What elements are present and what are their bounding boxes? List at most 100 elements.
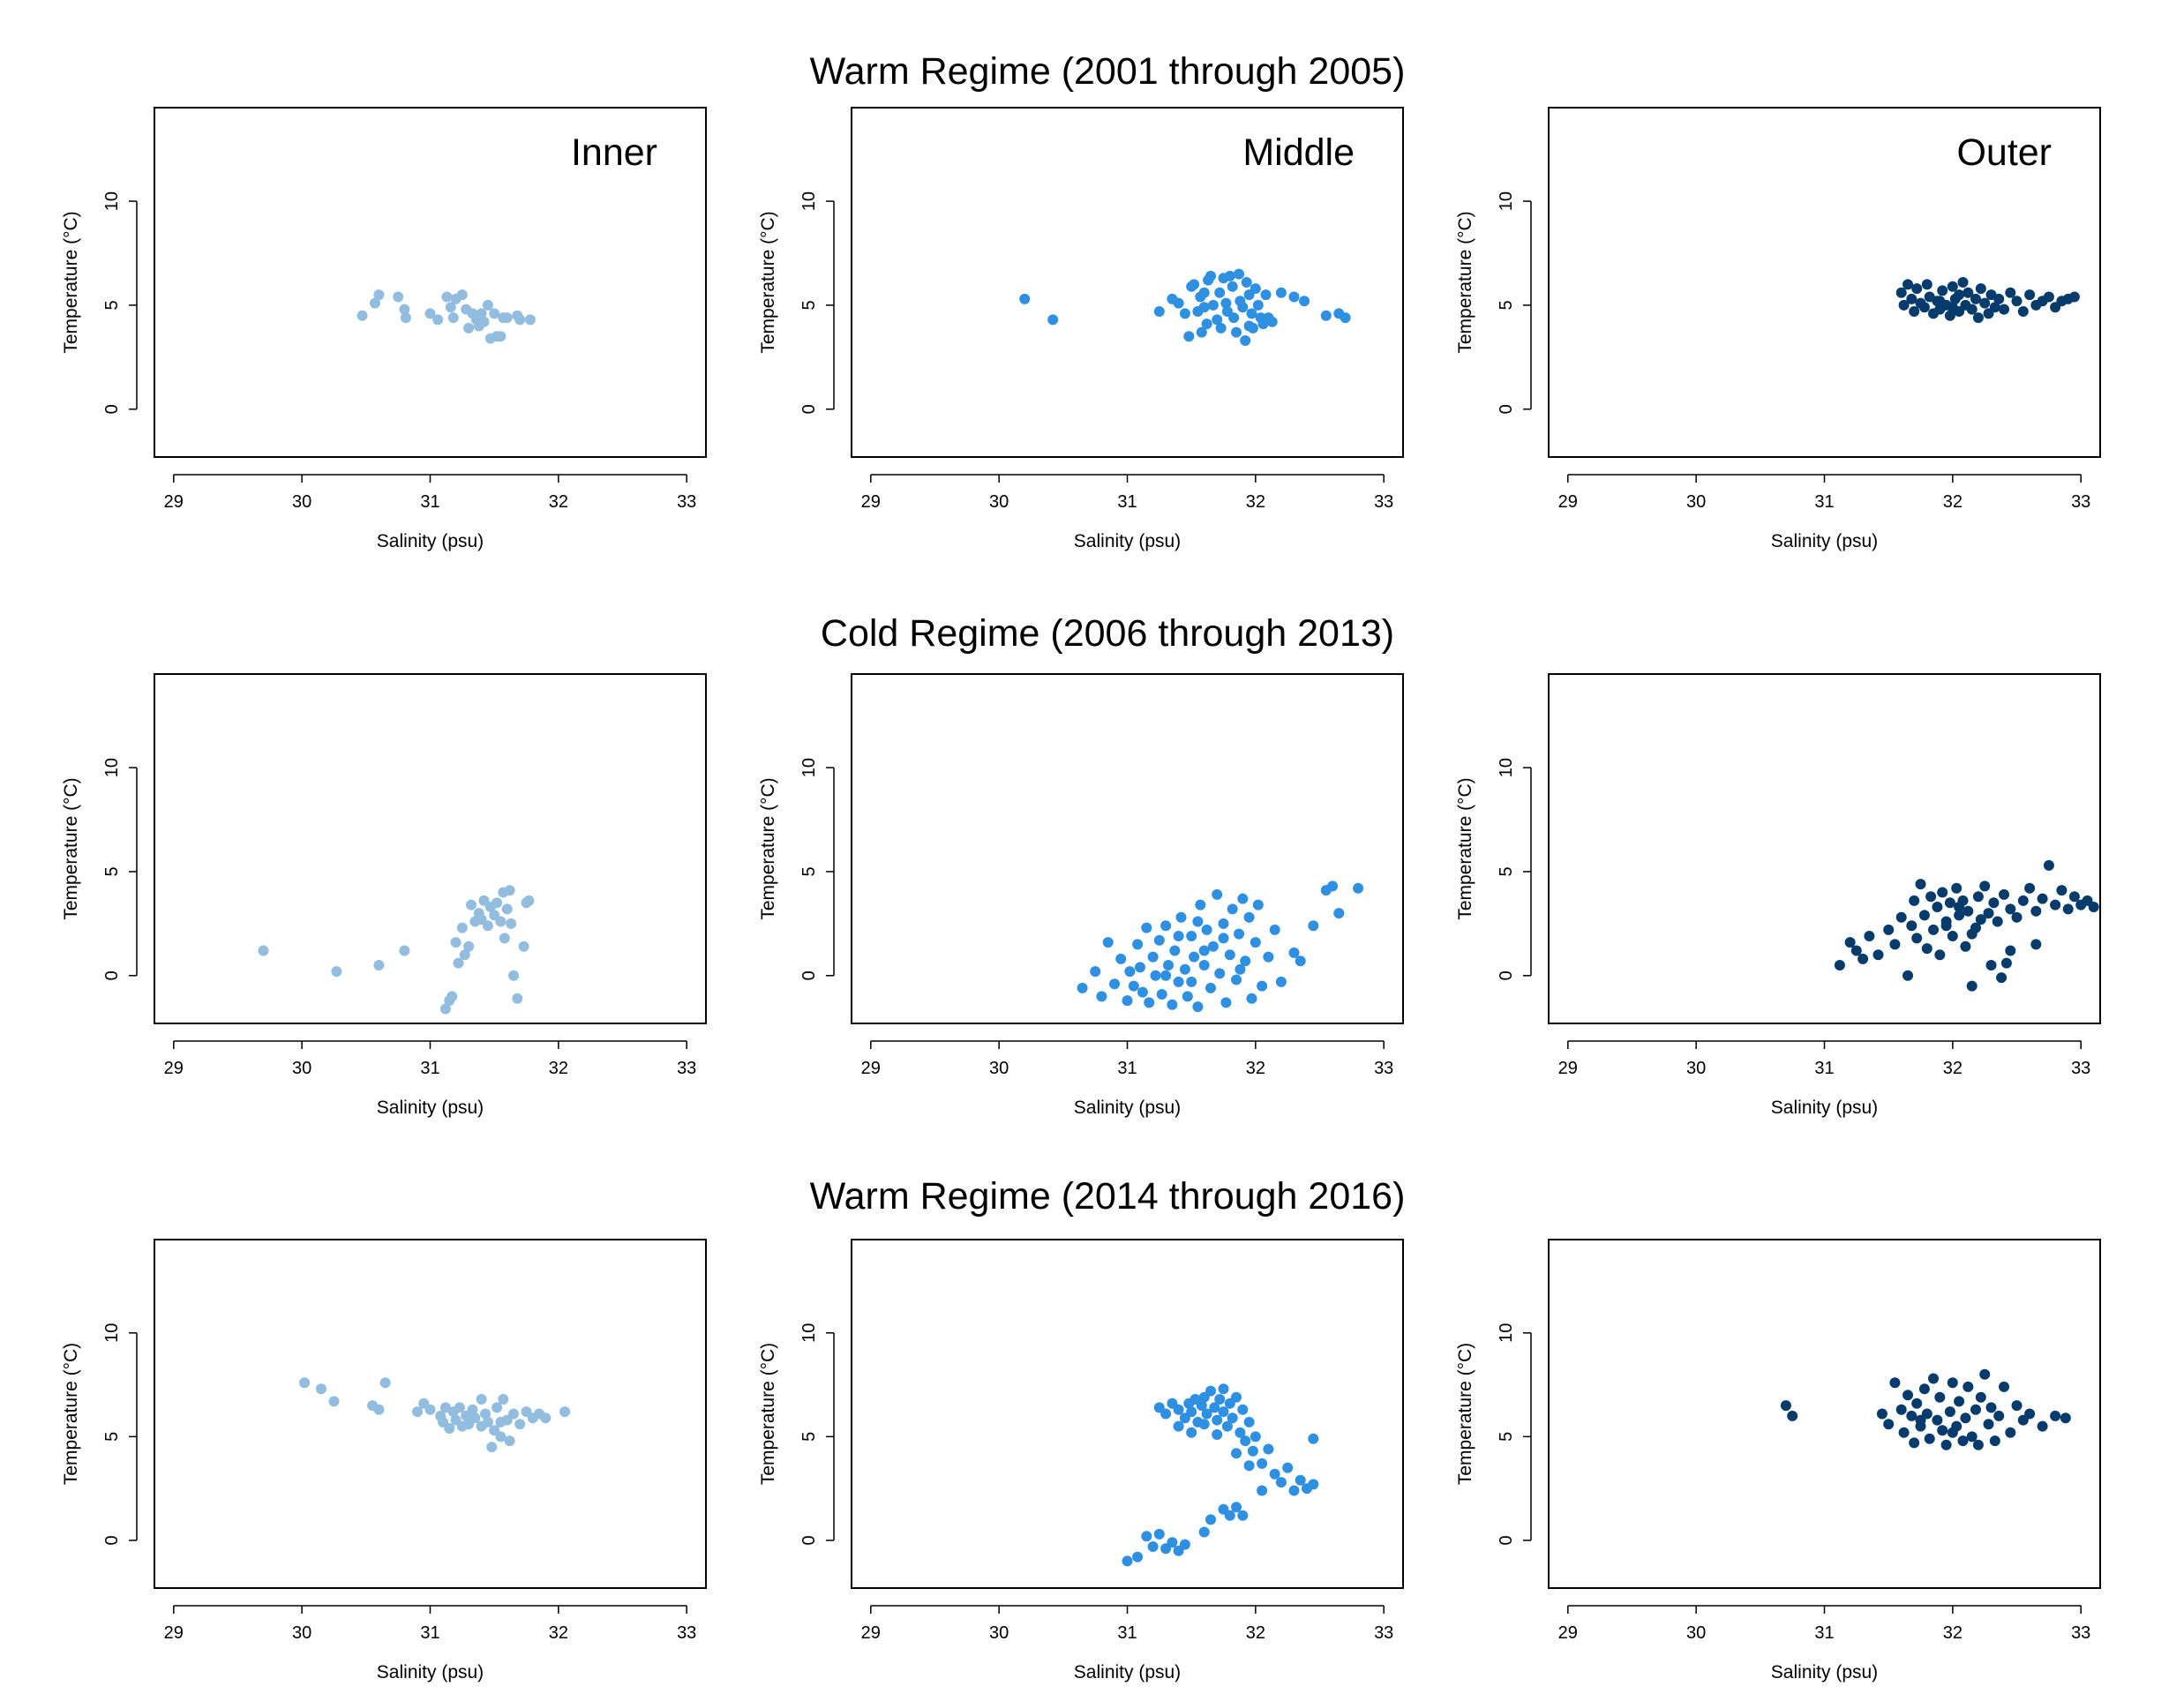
data-point	[1198, 960, 1210, 970]
data-point	[1333, 908, 1345, 919]
data-point	[1999, 888, 2009, 900]
data-point	[1240, 335, 1251, 346]
data-point	[508, 1408, 519, 1420]
data-point	[1979, 880, 1991, 892]
data-point	[1966, 980, 1978, 992]
data-point	[1834, 960, 1845, 970]
x-tick-label: 32	[1246, 1623, 1265, 1643]
data-point	[379, 1377, 391, 1389]
plot-frame	[154, 673, 707, 1024]
x-tick-label: 32	[1246, 492, 1265, 512]
y-axis-label: Temperature (°C)	[1455, 211, 1475, 353]
y-axis-label: Temperature (°C)	[758, 1343, 778, 1485]
data-point	[1237, 1404, 1249, 1415]
data-point	[2005, 945, 2016, 956]
data-point	[1243, 1460, 1255, 1472]
data-point	[1993, 293, 2005, 304]
plot-frame	[1548, 673, 2101, 1024]
data-point	[1960, 1413, 1971, 1424]
data-point	[1234, 928, 1244, 940]
data-point	[1895, 287, 1907, 298]
x-tick-label: 33	[677, 1623, 696, 1643]
data-point	[1182, 991, 1193, 1002]
y-axis-label: Temperature (°C)	[61, 777, 81, 919]
data-point	[1937, 285, 1948, 296]
y-axis-label: Temperature (°C)	[61, 211, 81, 353]
data-point	[1077, 982, 1088, 993]
data-point	[2011, 911, 2023, 923]
data-point	[1173, 1404, 1184, 1415]
data-point	[476, 1420, 487, 1432]
y-tick-label: 5	[102, 1432, 122, 1442]
x-tick-label: 30	[1686, 1623, 1706, 1643]
plot-frame	[154, 1239, 707, 1589]
data-point	[1247, 1445, 1258, 1457]
data-point	[1906, 293, 1918, 304]
data-point	[1269, 1468, 1280, 1480]
data-point	[1218, 918, 1229, 929]
data-point	[1198, 1526, 1210, 1538]
x-axis-label: Salinity (psu)	[1074, 1098, 1181, 1118]
data-point	[1983, 908, 1994, 919]
data-point	[1989, 1435, 2000, 1447]
data-point	[1889, 939, 1901, 950]
y-tick-label: 10	[1497, 758, 1516, 777]
scatter-panel-1-3: 29 30 31 32 33 Salinity (psu) 0 5 10 Temperature …	[1455, 107, 2101, 551]
data-point	[1175, 911, 1187, 923]
plot-frame	[851, 1239, 1404, 1589]
x-axis-label: Salinity (psu)	[1771, 531, 1878, 551]
data-point	[400, 312, 411, 324]
data-point	[1787, 1410, 1798, 1421]
data-point	[1257, 1485, 1268, 1496]
y-tick-label: 5	[799, 1432, 819, 1442]
data-point	[1963, 1381, 1974, 1392]
y-tick-label: 10	[799, 758, 819, 777]
data-point	[1985, 960, 1997, 970]
data-point	[1972, 891, 1984, 903]
data-point	[1205, 982, 1216, 993]
data-points	[299, 1377, 571, 1453]
data-point	[2062, 903, 2074, 915]
data-point	[1934, 296, 1946, 307]
data-point	[524, 314, 536, 326]
data-point	[1231, 1391, 1242, 1403]
x-tick-label: 30	[292, 1059, 311, 1078]
data-point	[1186, 976, 1197, 987]
data-point	[1156, 989, 1167, 1000]
data-point	[2000, 957, 2012, 969]
x-tick-label: 33	[1374, 1623, 1393, 1643]
data-point	[480, 1408, 491, 1420]
data-point	[1250, 283, 1261, 295]
data-point	[1909, 1437, 1920, 1449]
data-point	[1906, 920, 1918, 932]
x-axis-label: Salinity (psu)	[377, 531, 484, 551]
data-point	[1137, 986, 1148, 998]
y-axis-label: Temperature (°C)	[758, 211, 778, 353]
data-points	[1834, 859, 2099, 992]
data-point	[2024, 882, 2036, 894]
data-point	[1924, 1433, 1935, 1444]
x-tick-label: 29	[1558, 492, 1578, 512]
data-point	[1257, 980, 1268, 992]
data-points	[1122, 1383, 1319, 1567]
x-tick-label: 29	[164, 1623, 184, 1643]
data-point	[1231, 974, 1242, 985]
data-point	[1243, 320, 1255, 332]
x-tick-label: 32	[549, 1059, 568, 1078]
data-point	[476, 1394, 487, 1405]
data-point	[373, 960, 385, 970]
data-point	[1201, 1408, 1212, 1420]
data-point	[1909, 306, 1920, 317]
data-point	[447, 991, 458, 1002]
data-point	[1167, 1537, 1178, 1548]
data-point	[1227, 903, 1238, 915]
data-point	[1090, 966, 1101, 978]
data-point	[1925, 891, 1937, 903]
data-point	[469, 1413, 481, 1424]
x-axis-label: Salinity (psu)	[1074, 531, 1181, 551]
x-tick-label: 29	[1558, 1059, 1578, 1078]
data-point	[1186, 1427, 1197, 1438]
scatter-panel-2-2: 29 30 31 32 33 Salinity (psu) 0 5 10 Temperature …	[758, 673, 1404, 1118]
data-point	[1160, 920, 1172, 932]
